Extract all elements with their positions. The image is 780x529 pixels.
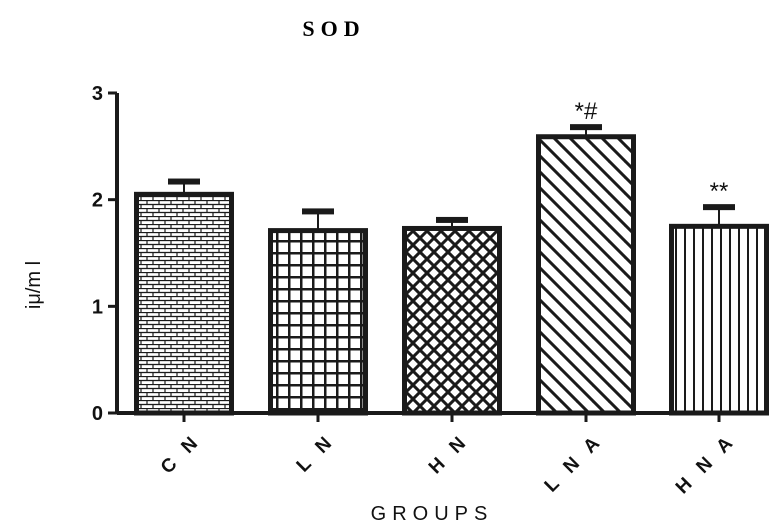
error-bar-hna <box>703 204 735 227</box>
error-bar-hn <box>436 216 468 229</box>
bar-lna <box>536 134 636 416</box>
y-ticks-layer: 0 1 2 3 <box>92 83 117 425</box>
x-tick-label-ln: L N <box>293 430 340 477</box>
error-bar-ln <box>302 208 334 231</box>
annotations-layer: *# ** <box>575 98 729 205</box>
annotation-hna: ** <box>710 178 729 205</box>
y-axis-label: iμ/m l <box>23 261 45 309</box>
bars-layer <box>134 134 769 416</box>
x-tick-label-hn: H N <box>425 430 474 479</box>
error-bar-lna <box>570 124 602 137</box>
x-tick-label-hna: H N A <box>672 430 741 499</box>
x-tick-label-lna: L N A <box>541 430 608 497</box>
y-tick-label-2: 2 <box>92 190 103 212</box>
errorbars-layer <box>168 124 735 231</box>
bar-hn <box>402 225 502 416</box>
bar-cn <box>134 191 234 416</box>
error-bar-cn <box>168 178 200 195</box>
bar-hna <box>669 223 769 416</box>
bar-ln <box>268 228 368 416</box>
chart-title: SOD <box>302 16 365 41</box>
x-tick-label-cn: C N <box>157 430 206 479</box>
y-tick-label-3: 3 <box>92 83 103 105</box>
y-tick-label-0: 0 <box>92 403 103 425</box>
annotation-lna: *# <box>575 98 598 125</box>
y-tick-label-1: 1 <box>92 296 103 318</box>
axes <box>115 93 768 415</box>
x-axis-label: GROUPS <box>371 503 494 525</box>
